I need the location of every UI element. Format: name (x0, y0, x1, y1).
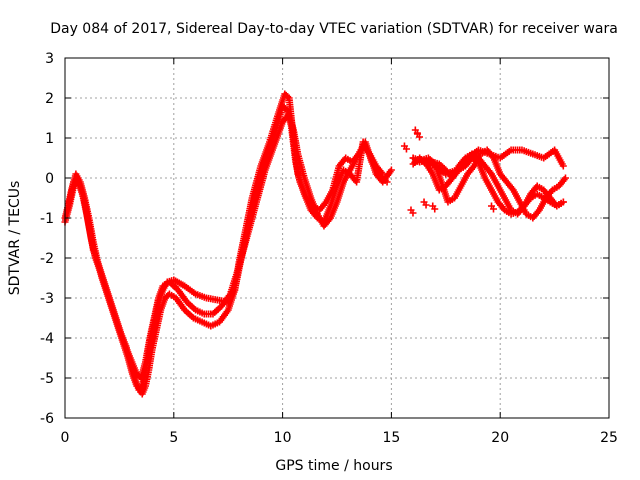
series-track-b (61, 102, 391, 398)
data-point-marker (416, 133, 424, 141)
x-tick-label: 0 (61, 430, 70, 446)
x-tick-label: 15 (382, 430, 400, 446)
data-point-marker (383, 178, 391, 186)
data-layer (61, 90, 569, 398)
data-point-marker (409, 209, 417, 217)
x-tick-label: 10 (274, 430, 292, 446)
y-tick-label: -5 (40, 371, 54, 387)
y-tick-label: 0 (45, 171, 54, 187)
y-tick-label: 1 (45, 131, 54, 147)
data-point-marker (379, 170, 387, 178)
data-point-marker (422, 201, 430, 209)
x-tick-label: 20 (491, 430, 509, 446)
series-track-c (63, 110, 387, 382)
data-point-marker (489, 205, 497, 213)
data-point-marker (402, 145, 410, 153)
data-point-marker (559, 162, 567, 170)
data-point-marker (559, 198, 567, 206)
data-point-marker (387, 166, 395, 174)
series-track-a (61, 90, 395, 394)
chart-title: Day 084 of 2017, Sidereal Day-to-day VTE… (50, 21, 618, 37)
y-tick-label: -4 (40, 331, 54, 347)
y-tick-label: 3 (45, 51, 54, 67)
y-axis-label: SDTVAR / TECUs (7, 181, 23, 296)
x-tick-label: 5 (169, 430, 178, 446)
y-tick-label: -1 (40, 211, 54, 227)
data-point-marker (431, 205, 439, 213)
y-tick-label: 2 (45, 91, 54, 107)
data-point-marker (284, 93, 292, 101)
y-tick-label: -6 (40, 411, 54, 427)
y-tick-label: -2 (40, 251, 54, 267)
tick-layer: 0 5 10 15 20 25 -6 -5 -4 -3 -2 -1 0 1 2 3 (40, 51, 618, 446)
series-isolated-points (400, 126, 497, 217)
data-point-marker (561, 174, 569, 182)
x-tick-label: 25 (600, 430, 618, 446)
x-axis-label: GPS time / hours (275, 458, 392, 474)
y-tick-label: -3 (40, 291, 54, 307)
plot-frame (64, 57, 610, 419)
series-track-g (409, 154, 567, 218)
